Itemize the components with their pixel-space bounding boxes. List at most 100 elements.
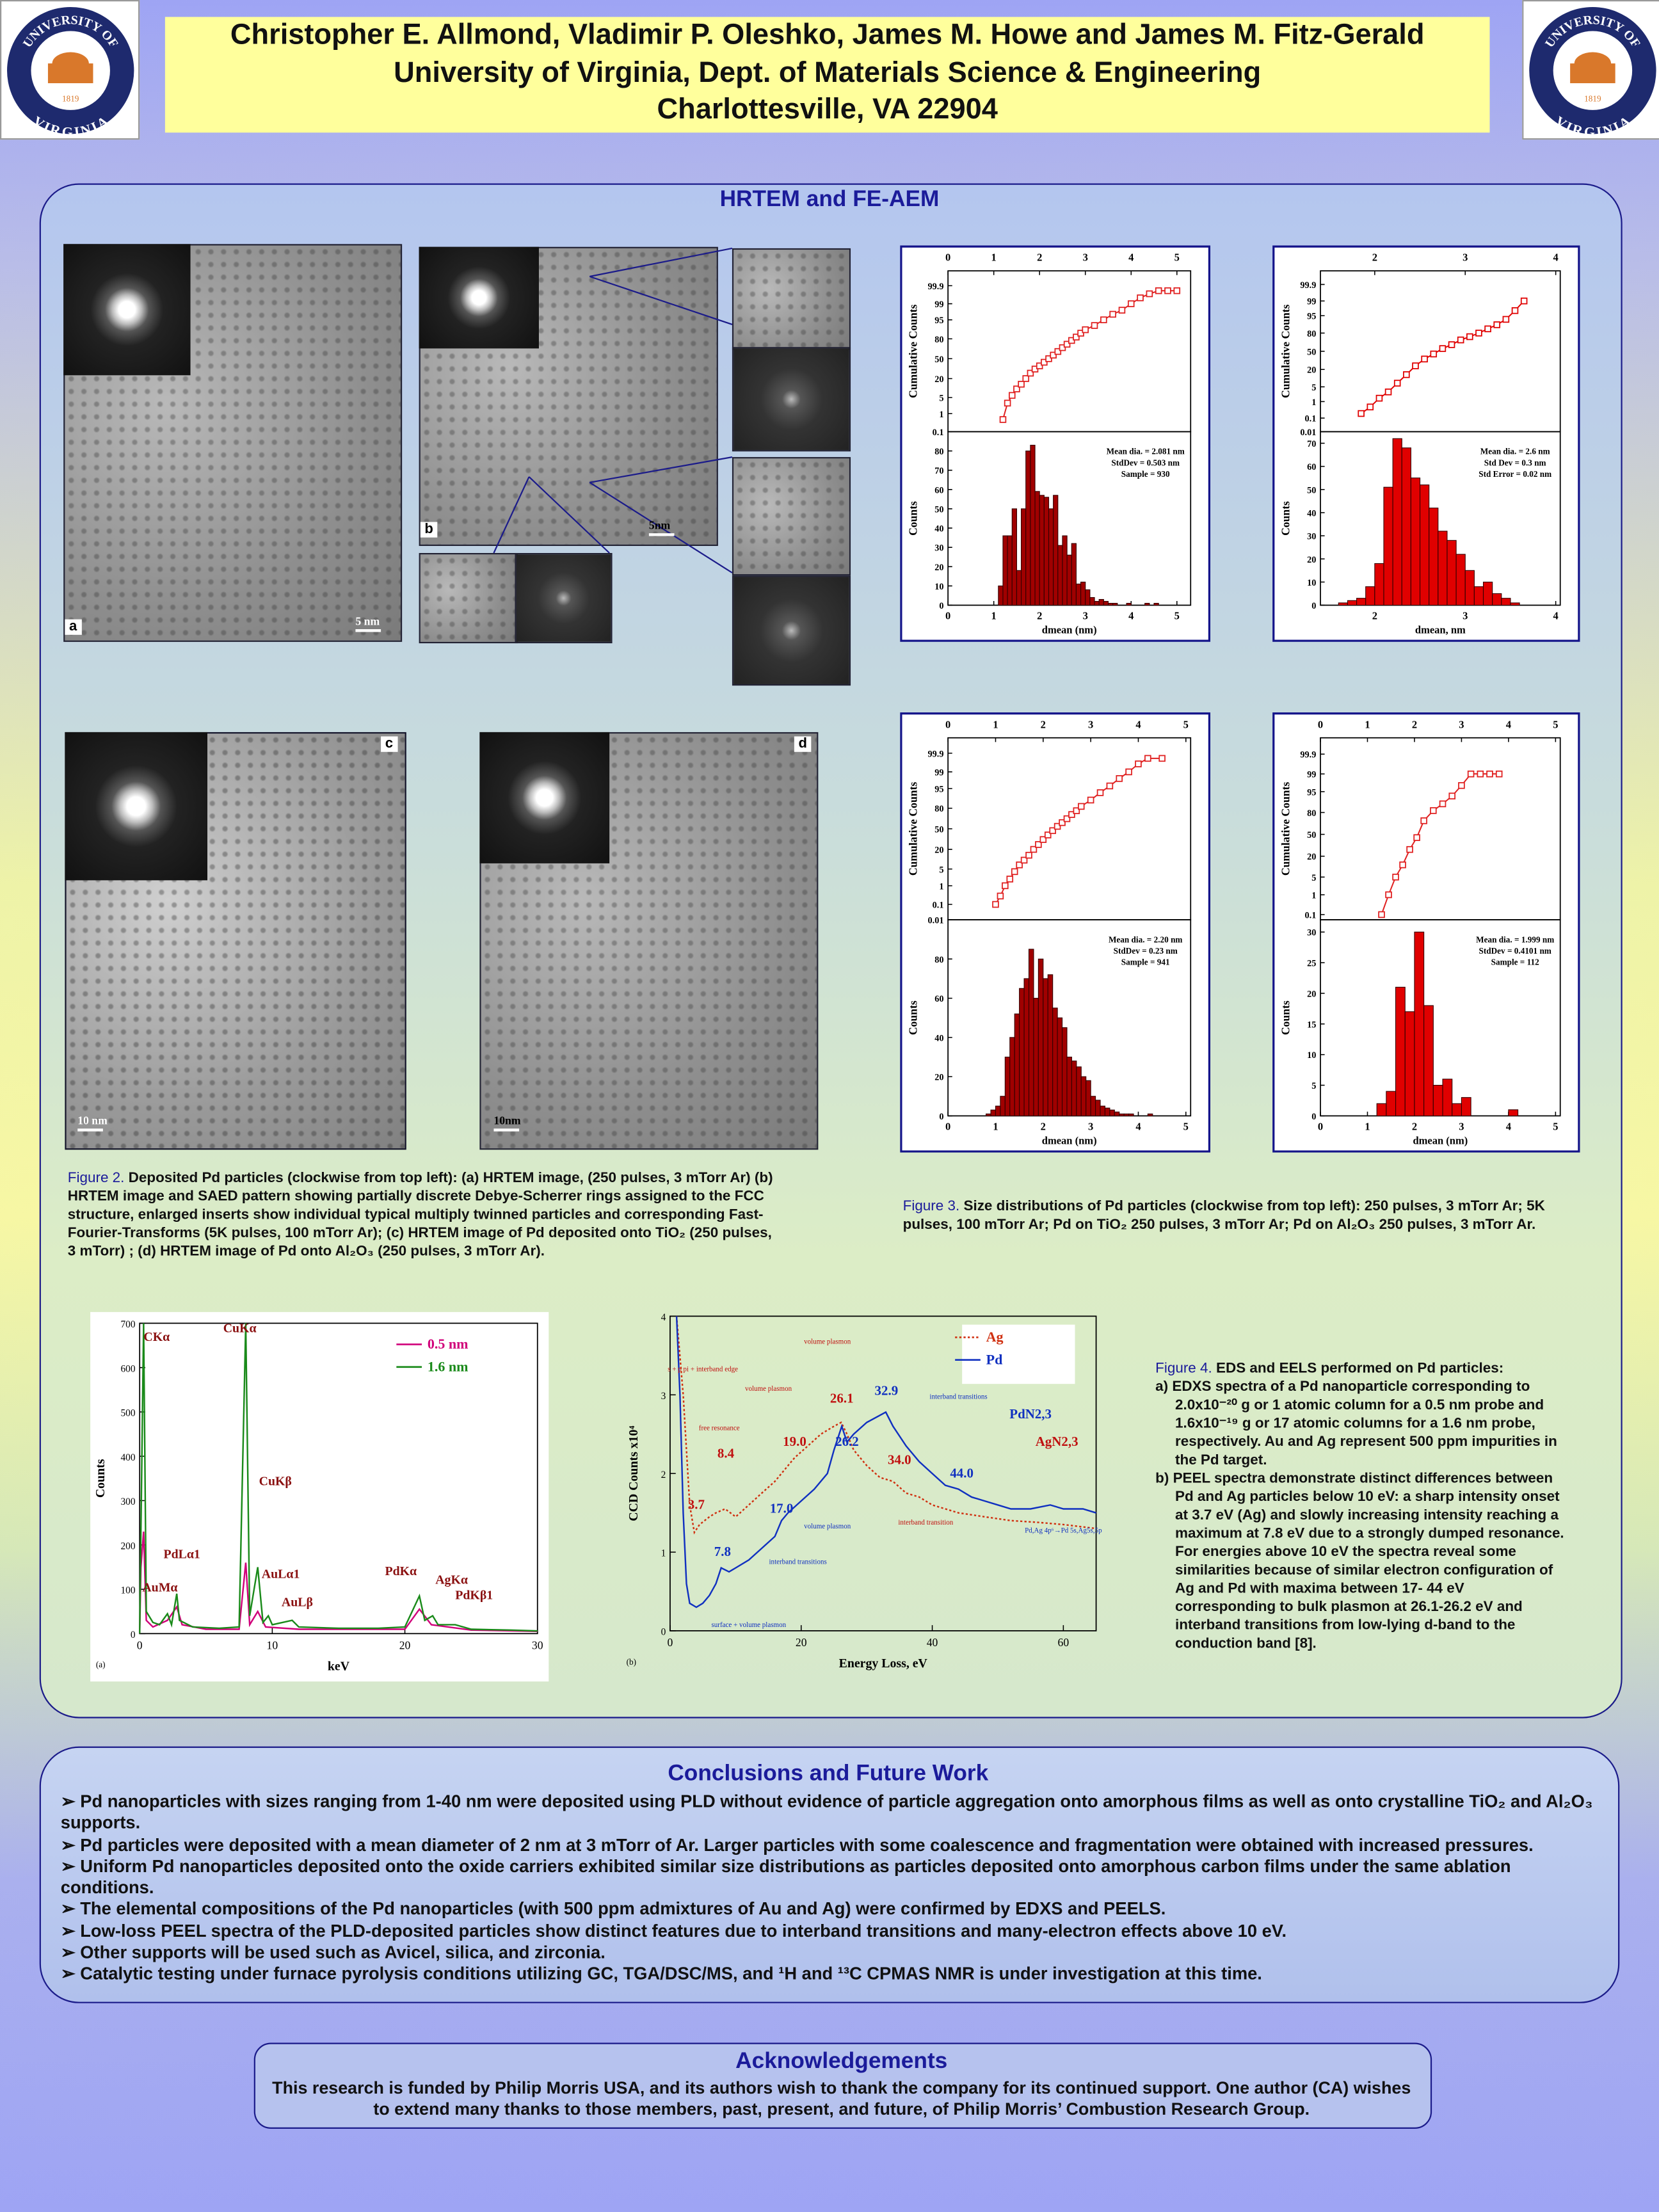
cumulative-point (1082, 326, 1089, 333)
cumulative-point (1412, 362, 1419, 369)
y-tick-label: 20 (1307, 555, 1316, 565)
y-tick-label: 99.9 (1300, 750, 1316, 760)
x-tick-label: 4 (1135, 1120, 1141, 1132)
y-tick-label: 99.9 (927, 282, 943, 292)
particle-inset (732, 248, 851, 350)
saed-inset (479, 732, 610, 863)
caption-text: Deposited Pd particles (clockwise from t… (67, 1171, 773, 1260)
bar (1086, 1080, 1091, 1116)
bar (1356, 598, 1366, 606)
legend-label: Ag (986, 1329, 1004, 1345)
y-tick-label: 80 (934, 335, 943, 345)
cumulative-point (1059, 819, 1066, 826)
bar (1089, 597, 1095, 606)
y-tick-label: 700 (120, 1319, 135, 1330)
y-tick-label: 20 (1307, 989, 1316, 999)
annotation: 7.8 (714, 1544, 731, 1559)
bar (1007, 535, 1013, 606)
bar (1376, 1103, 1387, 1116)
y-tick-label: 0.01 (1300, 428, 1316, 438)
cumulative-point (1484, 325, 1491, 333)
y-tick-label: 60 (934, 485, 943, 495)
bar (1401, 447, 1411, 606)
cumulative-point (1137, 294, 1144, 301)
bar (1066, 554, 1072, 606)
bar (1062, 535, 1068, 606)
x-tick-label: 2 (1041, 718, 1046, 730)
micrograph (479, 732, 819, 1150)
cumulative-point (1073, 807, 1080, 814)
x-tick-label: 10 (267, 1639, 278, 1652)
x-tick-label: 4 (1553, 610, 1559, 622)
saed-inset (63, 244, 191, 376)
bar (1094, 600, 1100, 606)
scale-bar: 10 nm (77, 1114, 108, 1131)
y-axis-title: Cumulative Counts (907, 304, 920, 398)
cumulative-point (1106, 782, 1114, 790)
y-tick-label: 0 (661, 1627, 666, 1638)
x-tick-label: 0 (945, 610, 950, 622)
bar (1095, 1100, 1101, 1116)
cumulative-point (1430, 350, 1438, 358)
y-tick-label: 0 (1311, 1112, 1316, 1122)
histogram-panel: 0011223344550.115205080959999.9051015202… (1272, 712, 1580, 1153)
annotation: volume plasmon (745, 1385, 792, 1393)
bar (1009, 1037, 1015, 1116)
x-axis-title: Energy Loss, eV (839, 1656, 928, 1671)
x-tick-label: 5 (1183, 1120, 1189, 1132)
y-tick-label: 50 (934, 504, 943, 515)
y-tick-label: 20 (934, 846, 943, 856)
bar (1383, 486, 1393, 606)
y-axis-title: CCD Counts x10⁴ (627, 1426, 641, 1521)
cumulative-point (1158, 755, 1166, 762)
y-tick-label: 1 (1311, 890, 1316, 901)
y-tick-label: 15 (1307, 1020, 1316, 1030)
cumulative-point (1486, 770, 1493, 778)
cumulative-point (1375, 394, 1383, 402)
y-tick-label: 0.01 (927, 916, 943, 926)
bar (1404, 1011, 1415, 1116)
bar (1100, 1105, 1105, 1116)
bar (986, 1113, 991, 1116)
y-axis-title: Counts (907, 1000, 920, 1035)
bar (1153, 602, 1159, 606)
bar (1109, 1109, 1115, 1116)
bar (1038, 958, 1044, 1116)
y-tick-label: 200 (120, 1541, 135, 1551)
cumulative-point (1118, 307, 1126, 314)
bar (1455, 554, 1466, 606)
bar (1410, 477, 1421, 606)
y-tick-label: 60 (934, 994, 943, 1004)
cumulative-point (1063, 815, 1071, 822)
stats-text: StdDev = 0.4101 nm (1479, 946, 1551, 956)
x-tick-label: 4 (1506, 1120, 1511, 1132)
y-tick-label: 70 (934, 466, 943, 476)
x-tick-label: 0 (1318, 718, 1323, 730)
bar (1464, 570, 1475, 606)
y-tick-label: 99 (934, 767, 943, 778)
bar (1016, 570, 1022, 606)
affiliation: University of Virginia, Dept. of Materia… (394, 56, 1262, 88)
bar (1442, 1078, 1453, 1116)
x-tick-label: 3 (1463, 610, 1468, 622)
acknowledgements-text: This research is funded by Philip Morris… (272, 2078, 1411, 2119)
y-tick-label: 50 (1307, 830, 1316, 840)
bar (1034, 491, 1040, 606)
cumulative-point (1006, 876, 1014, 883)
cumulative-point (1448, 341, 1455, 348)
bar (1025, 451, 1031, 606)
legend-label: 0.5 nm (428, 1336, 469, 1352)
stats-text: Mean dia. = 2.20 nm (1109, 934, 1183, 944)
caption-item: b) PEEL spectra demonstrate distinct dif… (1155, 1471, 1564, 1652)
scale-bar: 10nm (493, 1114, 520, 1131)
cumulative-point (992, 901, 999, 908)
annotation: interband transitions (929, 1393, 987, 1400)
annotation: volume plasmon (804, 1338, 851, 1345)
x-tick-label: 1 (1365, 1120, 1370, 1132)
caption-text: Size distributions of Pd particles (cloc… (902, 1199, 1545, 1233)
conclusions-list: Pd nanoparticles with sizes ranging from… (61, 1791, 1605, 1985)
cumulative-point (1100, 316, 1107, 323)
bar (1057, 1017, 1063, 1116)
x-tick-label: 1 (1365, 718, 1370, 730)
